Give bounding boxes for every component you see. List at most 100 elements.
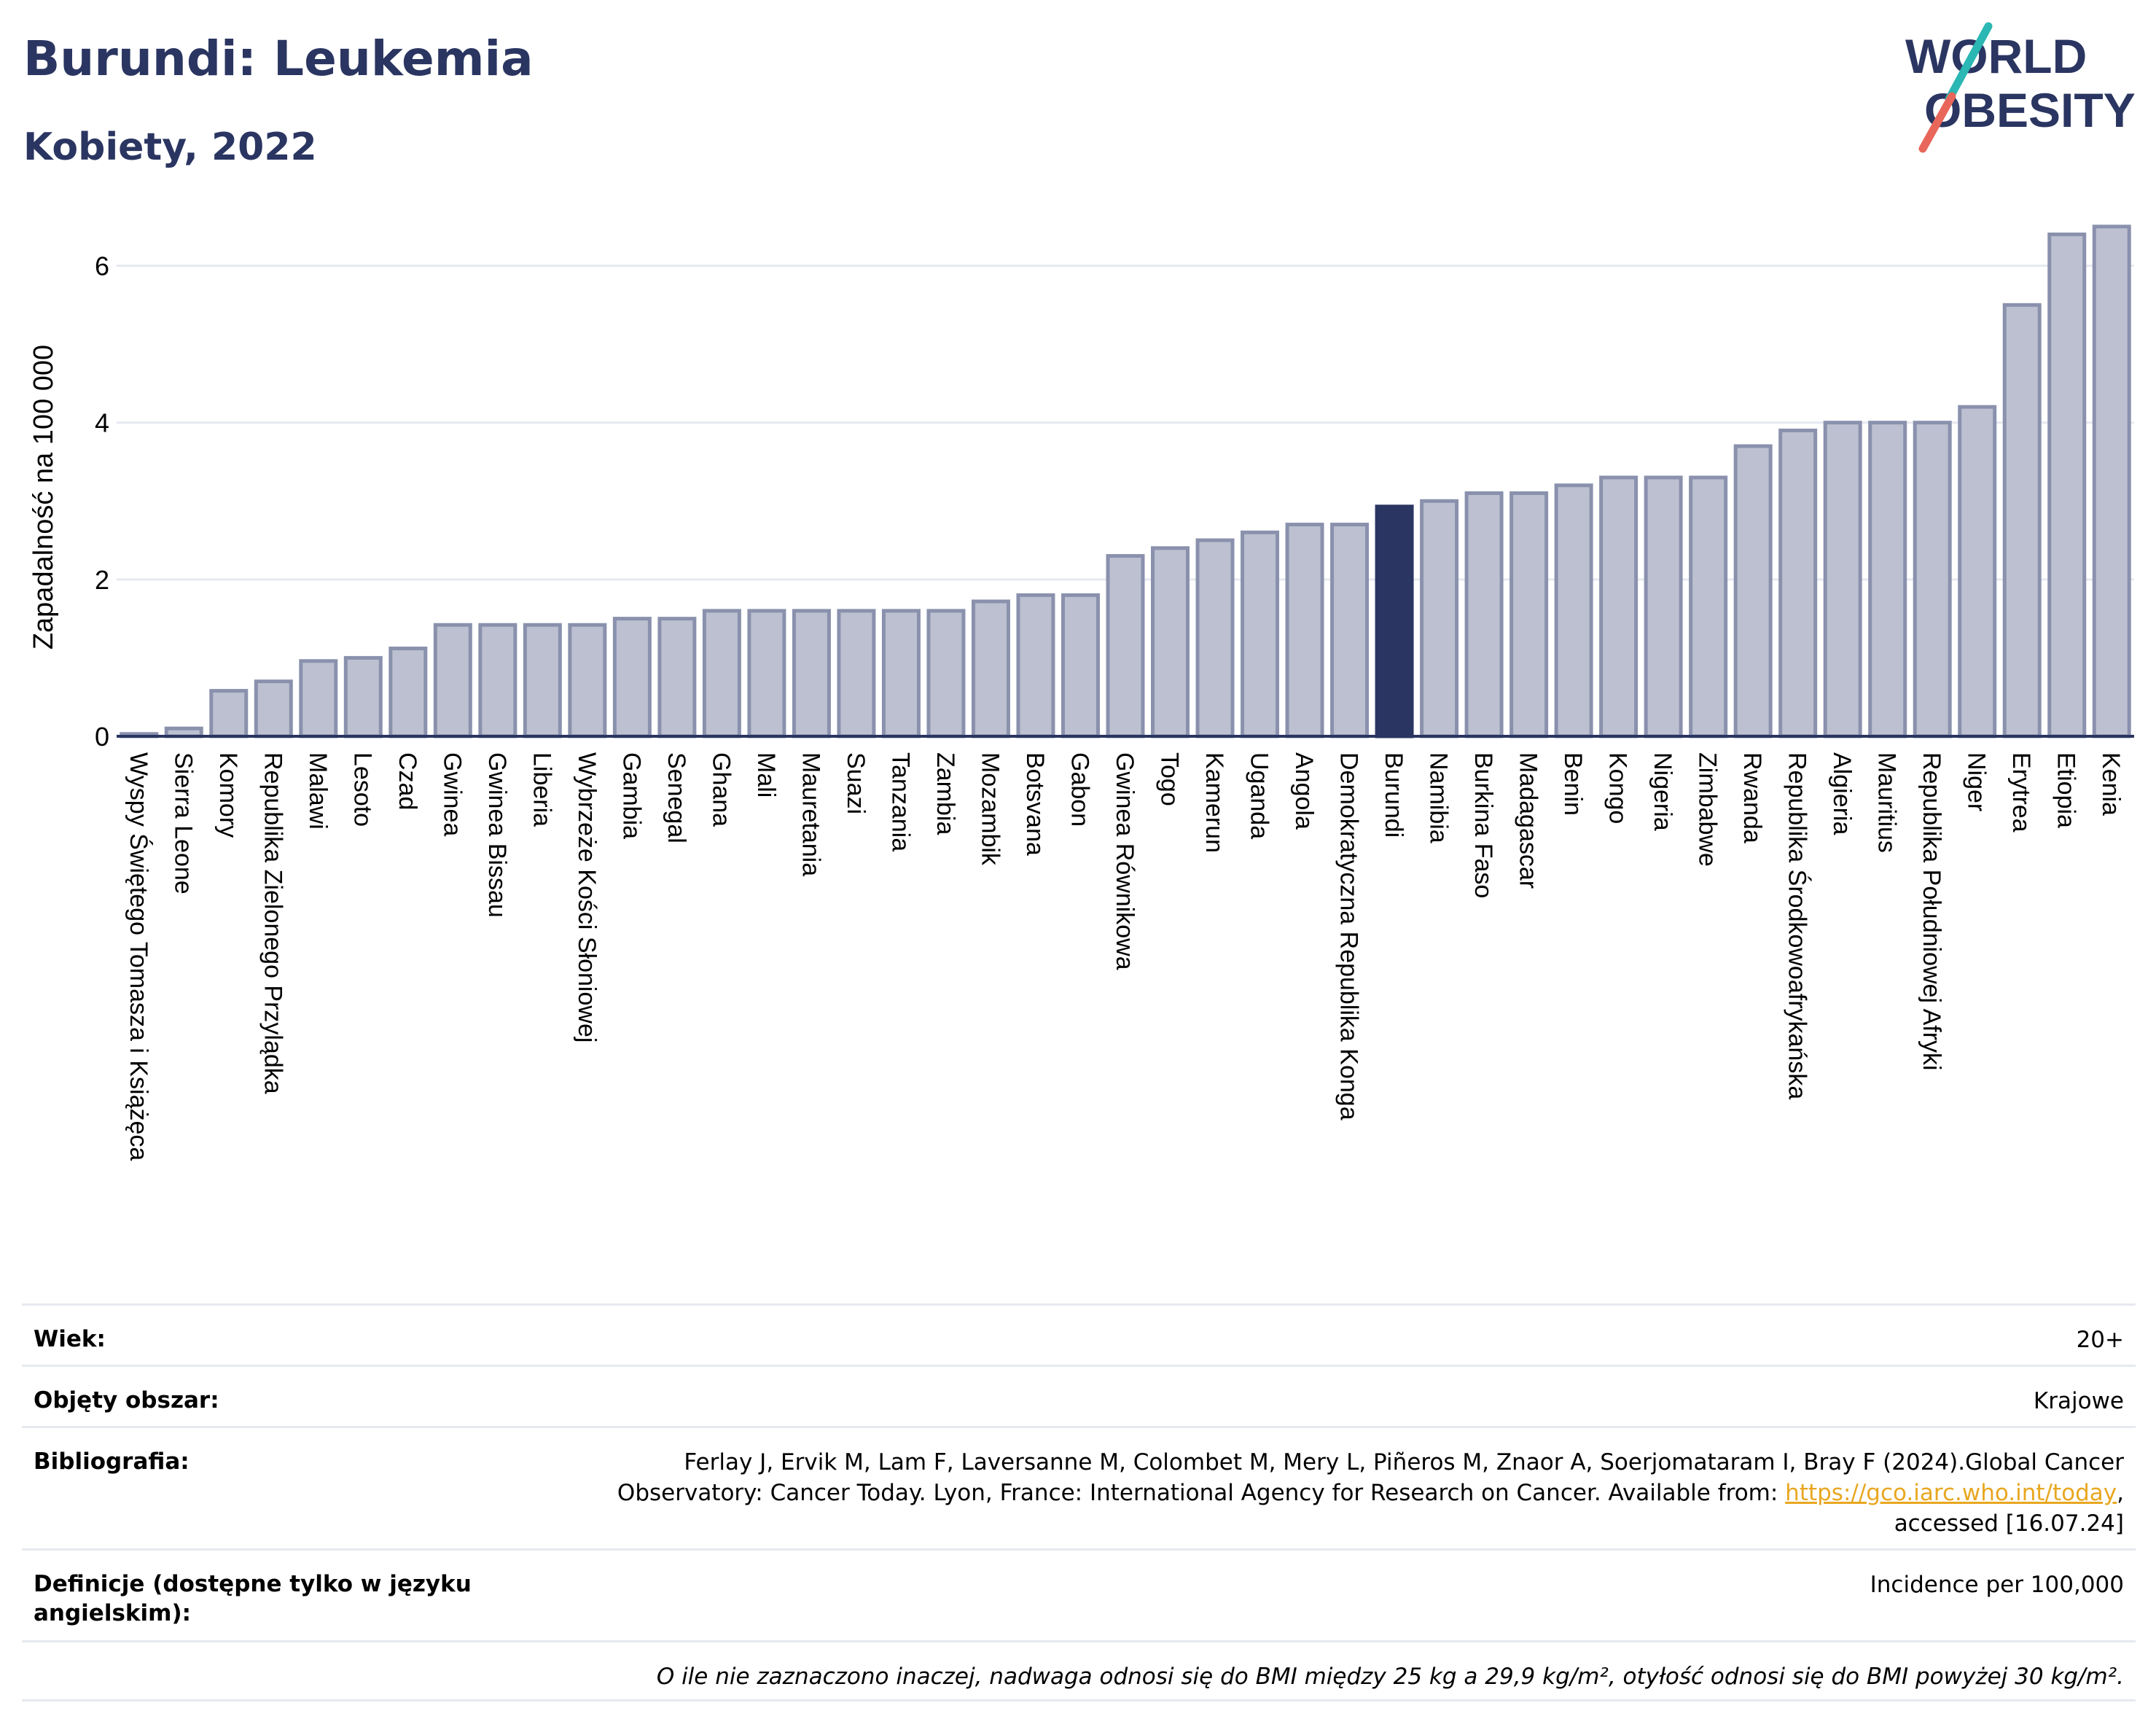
x-tick-label: Ghana [707, 752, 735, 827]
bar [1195, 538, 1235, 738]
x-tick-label: Niger [1963, 752, 1991, 811]
bar [1554, 483, 1593, 738]
y-tick-labels: 0 2 4 6 [95, 252, 109, 752]
y-axis-label: Zapadalność na 100 000 [28, 345, 59, 650]
y-tick-label: 6 [95, 252, 109, 281]
x-tick-label: Togo [1156, 752, 1184, 806]
bmi-note: O ile nie zaznaczono inaczej, nadwaga od… [656, 1664, 2124, 1690]
bar [299, 659, 338, 738]
bibliography-line2-end: , [2117, 1480, 2124, 1506]
x-tick-label: Republika Południowej Afryki [1918, 752, 1945, 1071]
bar [1599, 475, 1639, 738]
bar [1958, 405, 1997, 738]
bar [926, 609, 966, 738]
meta-row-age: Wiek: 20+ [22, 1303, 2136, 1365]
bar [2002, 303, 2042, 738]
bar [1823, 421, 1862, 738]
bar [209, 689, 249, 738]
bibliography-line1: Ferlay J, Ervik M, Lam F, Laversanne M, … [684, 1449, 2124, 1475]
x-tick-label: Czad [394, 752, 421, 810]
x-tick-label: Mozambik [976, 752, 1004, 866]
bar [1420, 499, 1459, 738]
x-tick-label: Republika Środkowoafrykańska [1784, 752, 1812, 1099]
bibliography-value: Ferlay J, Ervik M, Lam F, Laversanne M, … [500, 1447, 2124, 1539]
x-tick-label: Suazi [842, 752, 870, 814]
bar [747, 609, 786, 738]
x-tick-label: Malawi [304, 752, 332, 830]
bar [2092, 225, 2131, 738]
bibliography-link[interactable]: https://gco.iarc.who.int/today [1785, 1480, 2117, 1506]
bar [1644, 475, 1683, 738]
bar [1061, 593, 1100, 738]
bar [568, 623, 607, 738]
x-tick-label: Benin [1559, 752, 1587, 816]
bar [1509, 491, 1549, 738]
x-tick-label: Kamerun [1200, 752, 1228, 853]
bar [612, 617, 652, 738]
world-obesity-logo: WORLD OBESITY [1905, 22, 2136, 153]
bar [657, 617, 697, 738]
x-tick-label: Gwinea [438, 752, 466, 836]
bar [702, 609, 741, 738]
definitions-value: Incidence per 100,000 [1870, 1572, 2124, 1598]
bibliography-line2-text: Observatory: Cancer Today. Lyon, France:… [617, 1480, 1786, 1506]
x-tick-label: Senegal [663, 752, 690, 843]
meta-row-note: O ile nie zaznaczono inaczej, nadwaga od… [22, 1640, 2136, 1701]
bar [1285, 523, 1324, 738]
meta-row-definitions: Definicje (dostępne tylko w języku angie… [22, 1548, 2136, 1640]
age-value: 20+ [2076, 1327, 2124, 1353]
x-tick-label: Gwinea Równikowa [1111, 752, 1138, 970]
area-value: Krajowe [2033, 1388, 2124, 1414]
bars-layer [117, 225, 2134, 738]
x-tick-labels: Wyspy Świętego Tomasza i Książęca Sierra … [125, 752, 2125, 1161]
x-tick-label: Erytrea [2007, 752, 2035, 833]
x-tick-label: Demokratyczna Republika Konga [1335, 752, 1363, 1120]
bar [254, 679, 293, 738]
x-tick-label: Burundi [1380, 752, 1407, 838]
bar [523, 623, 562, 738]
x-tick-label: Liberia [528, 752, 555, 827]
logo-slash-teal [1945, 22, 1993, 104]
bar [478, 623, 517, 738]
x-tick-label: Gwinea Bissau [483, 752, 511, 918]
bar [971, 599, 1010, 738]
x-tick-label: Zambia [931, 752, 959, 835]
bar [343, 655, 383, 738]
x-tick-label: Uganda [1246, 752, 1273, 839]
area-label: Objęty obszar: [34, 1387, 219, 1414]
bar [1733, 444, 1773, 738]
bar [792, 609, 831, 738]
bar [881, 609, 921, 738]
x-tick-label: Sierra Leone [169, 752, 197, 894]
x-tick-label: Wybrzeże Kości Słoniowej [573, 752, 601, 1042]
x-tick-label: Zimbabwe [1694, 752, 1722, 867]
x-tick-label: Tanzania [886, 752, 914, 851]
x-tick-label: Mali [752, 752, 780, 798]
x-tick-label: Wyspy Świętego Tomasza i Książęca [125, 752, 153, 1161]
page-title: Burundi: Leukemia [23, 31, 534, 87]
bar [837, 609, 876, 738]
x-tick-label: Botsvana [1021, 752, 1049, 856]
x-tick-label: Mauritius [1873, 752, 1901, 853]
x-tick-label: Kenia [2097, 752, 2125, 816]
y-tick-label: 2 [95, 565, 109, 595]
x-tick-label: Rwanda [1738, 752, 1766, 843]
bar [1151, 546, 1190, 738]
bar [2047, 233, 2087, 738]
x-tick-label: Algieria [1828, 752, 1856, 835]
x-tick-label: Republika Zielonego Przylądka [259, 752, 286, 1094]
x-tick-label: Burkina Faso [1469, 752, 1497, 898]
logo-line2: OBESITY [1924, 83, 2136, 137]
bar [1106, 554, 1145, 738]
logo-line1: WORLD [1905, 29, 2087, 83]
bar [1241, 530, 1280, 738]
bar [1689, 475, 1728, 738]
bibliography-label: Bibliografia: [34, 1449, 190, 1475]
bar [1330, 523, 1370, 738]
x-tick-label: Namibia [1425, 752, 1453, 843]
y-tick-label: 4 [95, 408, 109, 438]
x-tick-label: Lesoto [348, 752, 376, 827]
bar [388, 647, 428, 738]
x-tick-label: Etiopia [2053, 752, 2080, 828]
bar [1016, 593, 1055, 738]
